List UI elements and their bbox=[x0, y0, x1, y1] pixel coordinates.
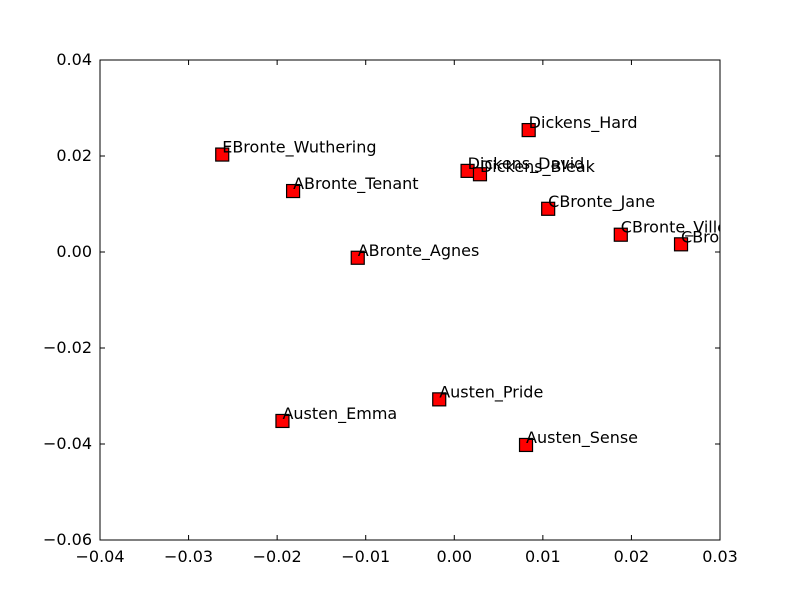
data-point bbox=[275, 413, 290, 429]
data-point bbox=[472, 167, 488, 182]
y-tick-label: −0.02 bbox=[43, 338, 92, 357]
data-point bbox=[673, 237, 689, 252]
data-point-label: CBronte_Professor bbox=[681, 227, 800, 247]
x-tick-label: −0.02 bbox=[253, 547, 302, 566]
y-tick-label: −0.06 bbox=[43, 530, 92, 549]
x-tick-label: −0.04 bbox=[75, 547, 124, 566]
point-labels-layer: EBronte_Wuthering ABronte_Tenant ABronte_A… bbox=[222, 113, 800, 448]
y-axis: 0.04 0.02 0.00 −0.02 −0.04 −0.06 bbox=[43, 50, 720, 549]
y-tick-label: −0.04 bbox=[43, 434, 92, 453]
y-tick-label: 0.04 bbox=[56, 50, 92, 69]
plot-frame bbox=[99, 59, 721, 541]
data-point-label: Austen_Emma bbox=[282, 404, 397, 424]
data-point-label: ABronte_Agnes bbox=[358, 241, 480, 261]
x-tick-label: 0.02 bbox=[614, 547, 650, 566]
data-point bbox=[432, 392, 447, 407]
data-point-label: Dickens_Hard bbox=[529, 113, 638, 133]
data-point-label: ABronte_Tenant bbox=[293, 174, 418, 194]
points-layer bbox=[215, 122, 689, 453]
x-tick-label: 0.01 bbox=[525, 547, 561, 566]
x-axis: −0.04 −0.03 −0.02 −0.01 0.00 0.01 0.02 0.03 bbox=[75, 60, 738, 566]
x-tick-label: 0.00 bbox=[436, 547, 472, 566]
data-point-label: EBronte_Wuthering bbox=[222, 138, 376, 158]
data-point bbox=[613, 227, 628, 242]
data-point bbox=[285, 183, 301, 199]
data-point bbox=[215, 147, 230, 162]
data-point bbox=[518, 437, 534, 453]
y-tick-label: 0.02 bbox=[56, 146, 92, 165]
data-point-label: Dickens_Bleak bbox=[480, 157, 596, 177]
x-tick-label: 0.03 bbox=[702, 547, 738, 566]
data-point-label: CBronte_Villette bbox=[621, 218, 750, 238]
data-point bbox=[521, 122, 536, 138]
x-tick-label: −0.01 bbox=[341, 547, 390, 566]
data-point-label: CBronte_Jane bbox=[548, 192, 655, 212]
y-tick-label: 0.00 bbox=[56, 242, 92, 261]
data-point bbox=[541, 201, 556, 216]
data-point-label: Austen_Pride bbox=[439, 382, 543, 402]
data-point bbox=[350, 250, 365, 265]
data-point-label: Dickens_David bbox=[468, 154, 585, 174]
data-point-label: Austen_Sense bbox=[526, 428, 638, 448]
plot-area: EBronte_Wuthering ABronte_Tenant ABronte_A… bbox=[99, 59, 800, 541]
x-tick-label: −0.03 bbox=[164, 547, 213, 566]
